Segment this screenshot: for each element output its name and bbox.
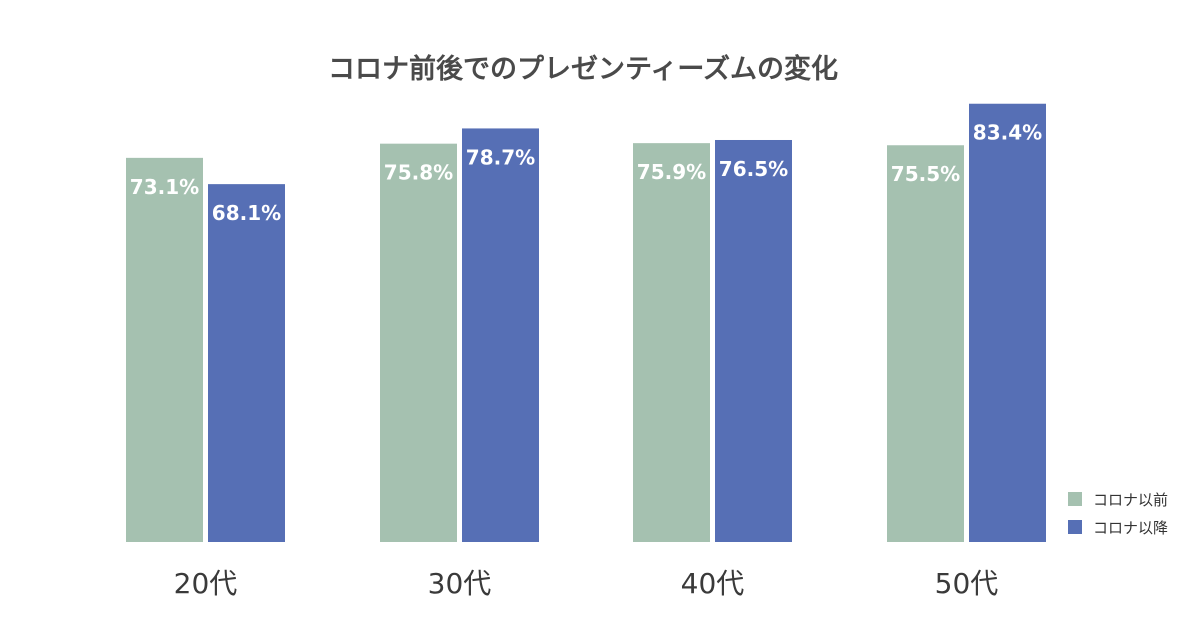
legend-swatch-before — [1068, 492, 1082, 506]
bar-40代-コロナ以前 — [633, 143, 710, 542]
value-label-40代-コロナ以降: 76.5% — [719, 157, 788, 181]
bar-50代-コロナ以降 — [969, 103, 1046, 542]
value-label-20代-コロナ以前: 73.1% — [130, 175, 199, 199]
value-label-20代-コロナ以降: 68.1% — [212, 201, 281, 225]
bar-30代-コロナ以前 — [380, 143, 457, 542]
legend-label-before: コロナ以前 — [1093, 491, 1168, 509]
chart-title: コロナ前後でのプレゼンティーズムの変化 — [328, 53, 838, 85]
value-label-40代-コロナ以前: 75.9% — [637, 160, 706, 184]
value-label-30代-コロナ以降: 78.7% — [466, 145, 535, 169]
legend-label-after: コロナ以降 — [1093, 519, 1168, 537]
category-label-50代: 50代 — [935, 567, 999, 600]
value-label-50代-コロナ以前: 75.5% — [891, 162, 960, 186]
legend: コロナ以前 コロナ以降 — [1068, 491, 1168, 537]
value-label-50代-コロナ以降: 83.4% — [973, 121, 1042, 145]
category-label-40代: 40代 — [681, 567, 745, 600]
bar-50代-コロナ以前 — [887, 145, 964, 542]
value-label-30代-コロナ以前: 75.8% — [384, 161, 453, 185]
legend-swatch-after — [1068, 520, 1082, 534]
category-label-20代: 20代 — [174, 567, 238, 600]
bar-40代-コロナ以降 — [715, 139, 792, 542]
bar-20代-コロナ以前 — [126, 157, 203, 542]
bar-20代-コロナ以降 — [208, 184, 285, 542]
bars-group: 73.1% 68.1% 75.8% 78.7% 75.9% 76.5% 75.5% 83.4% — [126, 103, 1046, 542]
bar-30代-コロナ以降 — [462, 128, 539, 542]
category-label-30代: 30代 — [428, 567, 492, 600]
category-labels: 20代 30代 40代 50代 — [174, 567, 999, 600]
